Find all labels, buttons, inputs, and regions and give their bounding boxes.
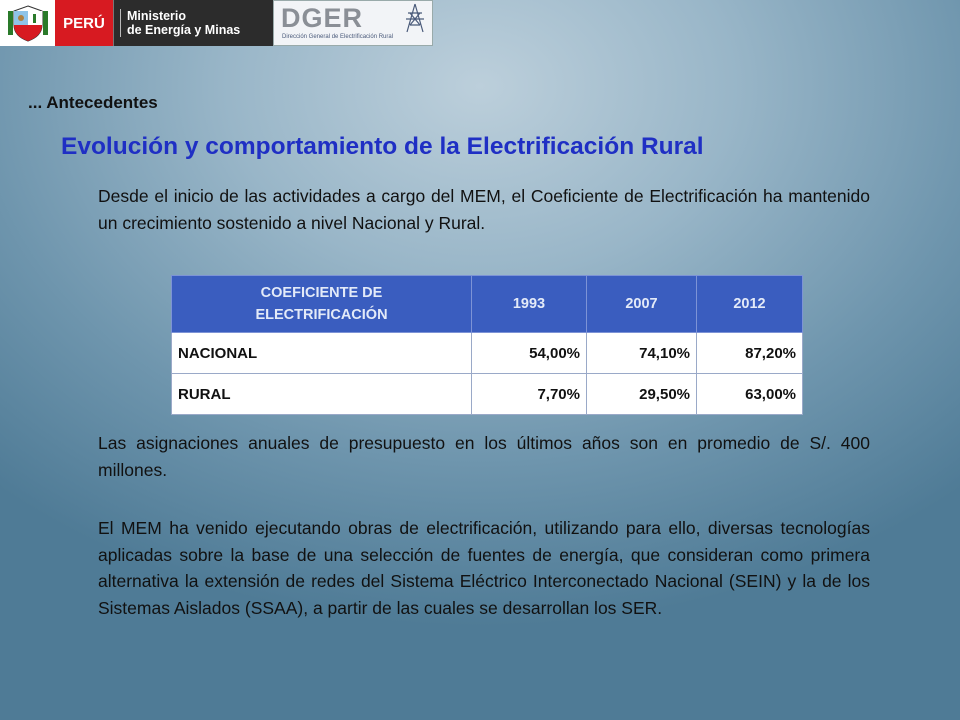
table-cell: 29,50% — [586, 373, 697, 415]
table-cell: 74,10% — [586, 332, 697, 374]
table-cell: 87,20% — [696, 332, 803, 374]
table-header-line1: COEFICIENTE DE — [260, 285, 383, 301]
page-title: Evolución y comportamiento de la Electri… — [61, 133, 704, 160]
table-row: RURAL 7,70% 29,50% 63,00% — [171, 373, 803, 415]
table-header-year: 1993 — [471, 275, 587, 333]
power-tower-icon — [406, 3, 424, 33]
paragraph-works: El MEM ha venido ejecutando obras de ele… — [98, 518, 870, 618]
table-header-year: 2012 — [696, 275, 803, 333]
table-cell: 54,00% — [471, 332, 587, 374]
peru-label: PERÚ — [55, 0, 113, 46]
ministry-line1: Ministerio — [127, 9, 187, 23]
table-row: NACIONAL 54,00% 74,10% 87,20% — [171, 332, 803, 374]
header-banner: PERÚ Ministerio de Energía y Minas DGER … — [0, 0, 433, 46]
dger-logo-text: DGER — [281, 3, 364, 33]
dger-subtitle: Dirección General de Electrificación Rur… — [282, 34, 394, 40]
table-header-label: COEFICIENTE DE ELECTRIFICACIÓN — [171, 275, 472, 333]
peru-coat-of-arms-icon — [0, 0, 55, 46]
paragraph-intro: Desde el inicio de las actividades a car… — [98, 186, 870, 233]
electrification-table: COEFICIENTE DE ELECTRIFICACIÓN 1993 2007… — [171, 275, 803, 415]
table-header-line2: ELECTRIFICACIÓN — [255, 307, 388, 323]
paragraph-budget: Las asignaciones anuales de presupuesto … — [98, 433, 870, 480]
table-cell: 63,00% — [696, 373, 803, 415]
table-header-row: COEFICIENTE DE ELECTRIFICACIÓN 1993 2007… — [171, 275, 803, 333]
row-label: NACIONAL — [171, 332, 472, 374]
section-label: ... Antecedentes — [28, 93, 158, 112]
row-label: RURAL — [171, 373, 472, 415]
ministry-logo: Ministerio de Energía y Minas — [113, 0, 273, 46]
table-cell: 7,70% — [471, 373, 587, 415]
dger-logo: DGER Dirección General de Electrificació… — [273, 0, 433, 46]
table-header-year: 2007 — [586, 275, 697, 333]
ministry-line2: de Energía y Minas — [127, 23, 241, 37]
